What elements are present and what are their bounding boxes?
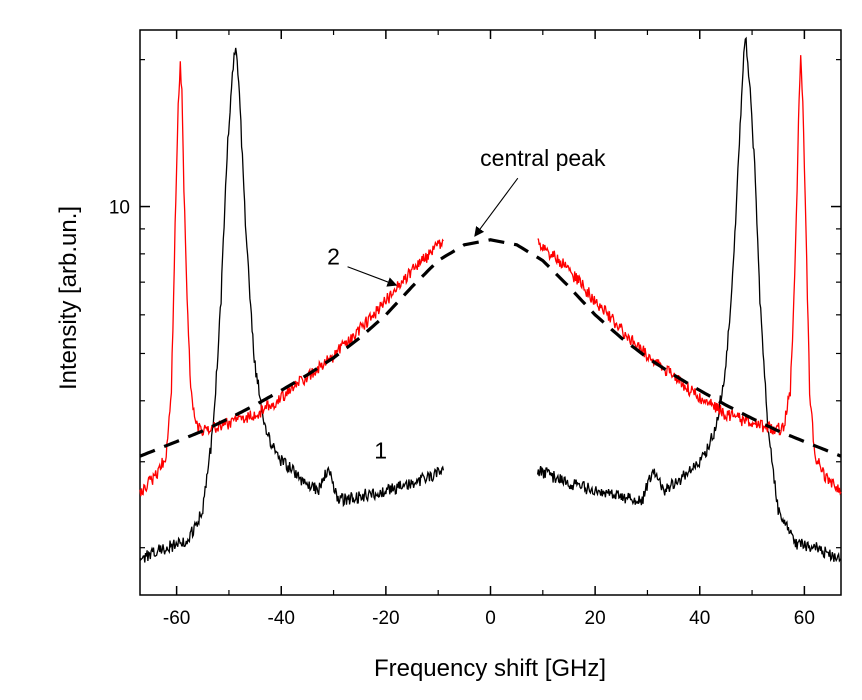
- series-line-2-segment-2: [537, 55, 842, 496]
- annotation-central-peak: central peak: [480, 145, 606, 171]
- annotation-2: 2: [327, 244, 340, 270]
- plot-frame: [139, 29, 842, 596]
- annotation-1: 1: [374, 437, 387, 463]
- x-tick-label: 40: [689, 608, 710, 629]
- series-line-1-segment-2: [536, 36, 842, 563]
- x-tick-label: 20: [585, 608, 606, 629]
- x-tick-label: -40: [268, 608, 295, 629]
- annotation-arrow-central-peak: [474, 177, 519, 237]
- x-tick-label: -20: [372, 608, 399, 629]
- x-axis-title: Frequency shift [GHz]: [374, 655, 606, 682]
- x-tick-label: 60: [794, 608, 815, 629]
- annotation-arrow-2: [347, 266, 398, 287]
- series-line-1-segment-1: [139, 47, 445, 563]
- x-tick-label: -60: [163, 608, 190, 629]
- y-axis-title: Intensity [arb.un.]: [55, 206, 82, 390]
- y-tick-label: 10: [109, 198, 130, 219]
- x-tick-label: 0: [485, 608, 496, 629]
- series-line-2-segment-1: [139, 61, 444, 497]
- series-line-central-peak-segment-1: [139, 238, 842, 458]
